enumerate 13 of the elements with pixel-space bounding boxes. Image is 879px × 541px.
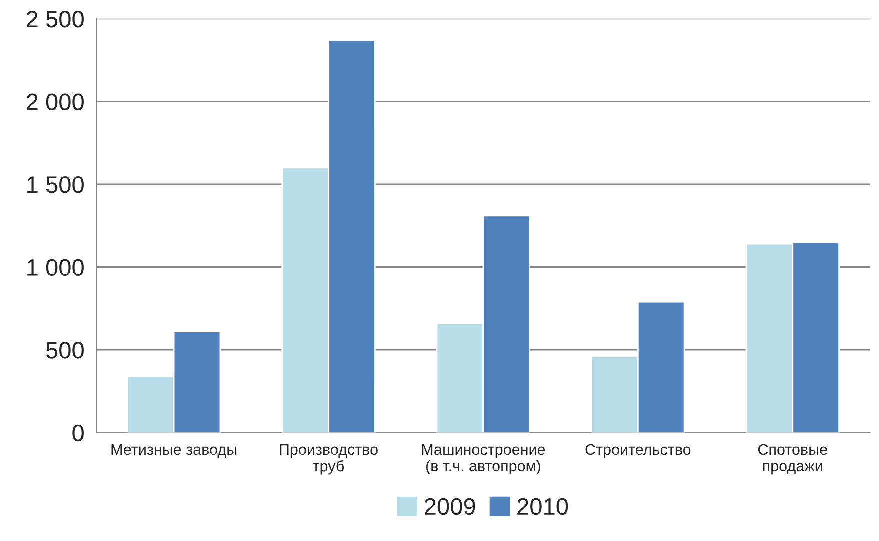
y-tick-label: 1 000 (28, 259, 84, 276)
x-tick-label: Метизные заводы (112, 444, 237, 458)
y-tick-label: 0 (72, 424, 84, 442)
y-tick-label: 2 000 (26, 94, 84, 110)
y-tick-label: 2 500 (26, 11, 84, 28)
legend-label: 2009 (425, 498, 476, 516)
legend-label: 2010 (518, 498, 568, 516)
y-tick-label: 1 500 (28, 176, 84, 194)
x-tick-label: Машиностроение (в т.ч. автопром) (422, 444, 546, 475)
x-tick-label: Строительство (586, 444, 691, 458)
x-tick-label: Спотовые продажи (758, 444, 828, 475)
y-tick-label: 500 (46, 342, 84, 359)
x-tick-label: Производство труб (280, 444, 378, 475)
